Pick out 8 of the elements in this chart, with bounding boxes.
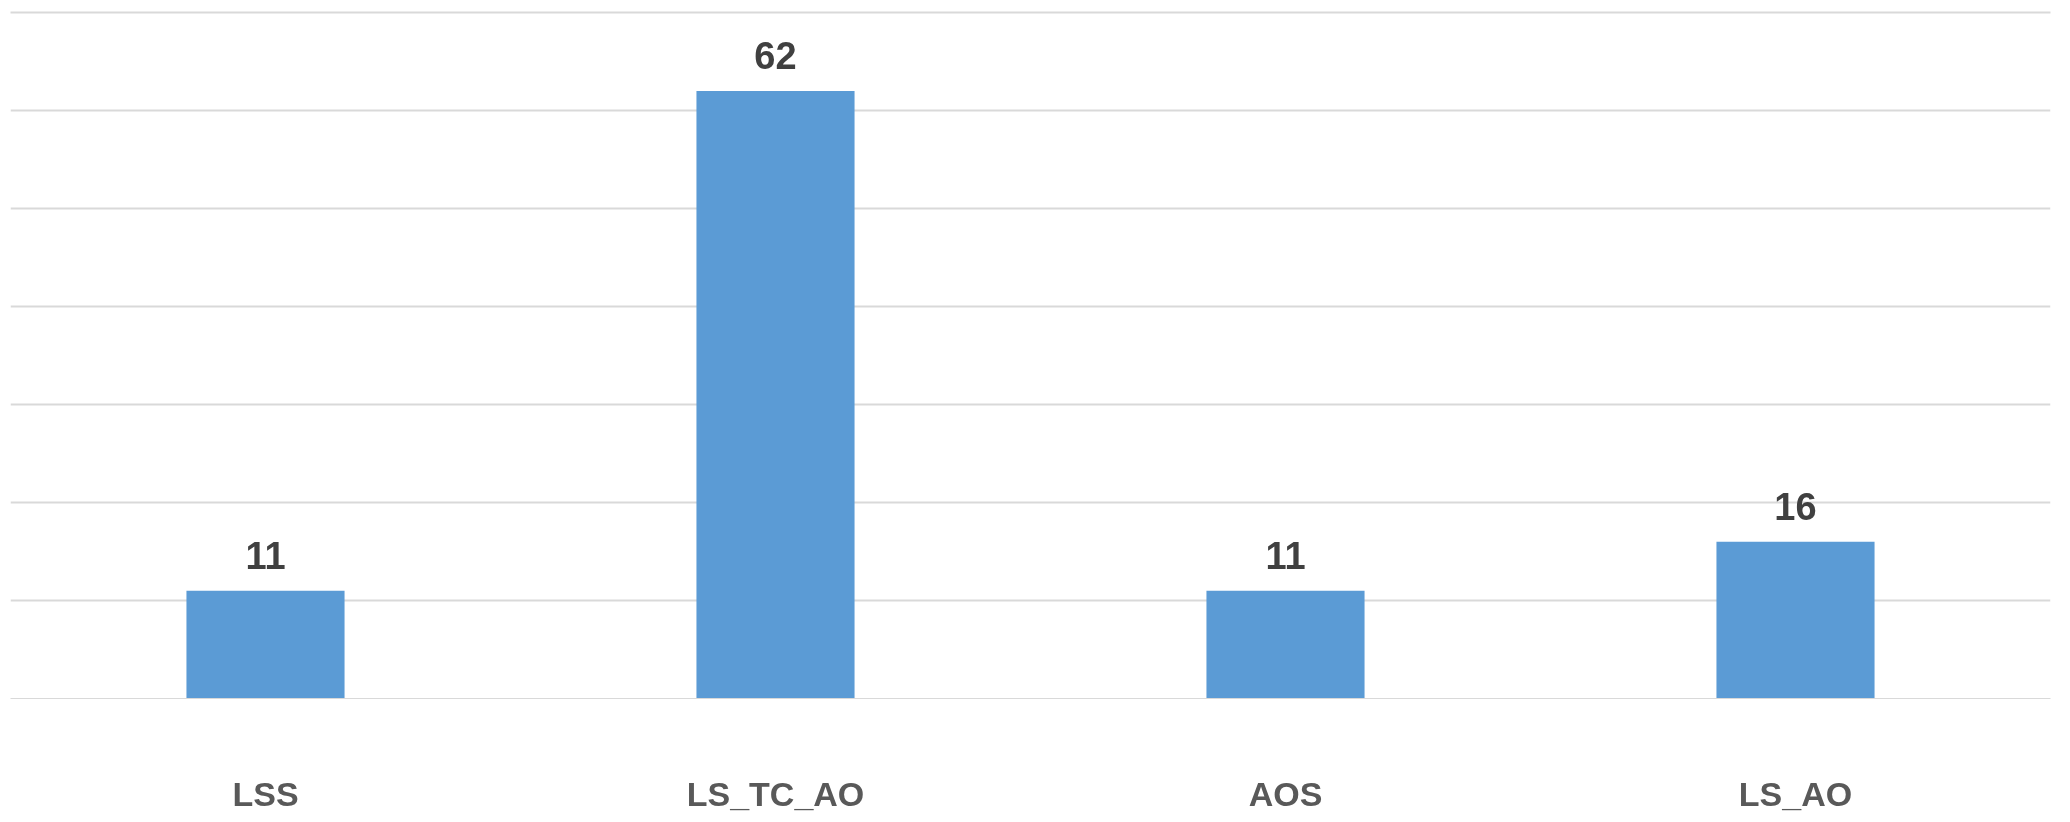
x-tick-label: LS_AO [1738,774,1853,813]
data-label: 11 [245,534,286,577]
data-label: 62 [754,34,797,77]
x-tick-label: AOS [1248,774,1323,813]
x-tick-label: LS_TC_AO [686,774,865,813]
data-label: 11 [1265,534,1306,577]
x-tick-label: LSS [232,774,299,813]
data-label: 16 [1774,485,1817,528]
